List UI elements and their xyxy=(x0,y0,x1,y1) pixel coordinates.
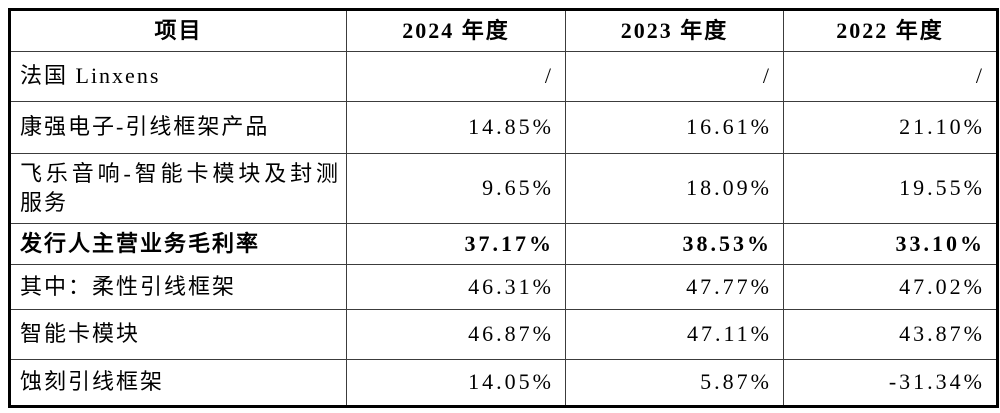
value-2023: 5.87% xyxy=(565,359,784,407)
table-row: 康强电子-引线框架产品 14.85% 16.61% 21.10% xyxy=(9,101,998,154)
row-label: 飞乐音响-智能卡模块及封测服务 xyxy=(9,153,347,224)
value-2024: 9.65% xyxy=(346,153,566,224)
table-row: 蚀刻引线框架 14.05% 5.87% -31.34% xyxy=(9,359,998,407)
value-2024: 37.17% xyxy=(346,223,566,265)
row-label: 智能卡模块 xyxy=(9,309,347,360)
row-label: 蚀刻引线框架 xyxy=(9,359,347,407)
value-2024: 46.31% xyxy=(346,264,566,310)
table-row: 智能卡模块 46.87% 47.11% 43.87% xyxy=(9,309,998,360)
value-2024: / xyxy=(346,51,566,102)
header-row: 项目 2024 年度 2023 年度 2022 年度 xyxy=(9,9,998,52)
value-2022: -31.34% xyxy=(783,359,998,407)
column-header-2024: 2024 年度 xyxy=(346,9,566,52)
value-2024: 14.05% xyxy=(346,359,566,407)
value-2024: 46.87% xyxy=(346,309,566,360)
column-header-2022: 2022 年度 xyxy=(783,9,998,52)
value-2023: 47.11% xyxy=(565,309,784,360)
value-2023: 47.77% xyxy=(565,264,784,310)
table-row: 法国 Linxens / / / xyxy=(9,51,998,102)
table-row: 其中：柔性引线框架 46.31% 47.77% 47.02% xyxy=(9,264,998,310)
column-header-item: 项目 xyxy=(9,9,347,52)
value-2023: 16.61% xyxy=(565,101,784,154)
row-label: 其中：柔性引线框架 xyxy=(9,264,347,310)
row-label: 发行人主营业务毛利率 xyxy=(9,223,347,265)
value-2023: / xyxy=(565,51,784,102)
value-2022: 33.10% xyxy=(783,223,998,265)
value-2022: 19.55% xyxy=(783,153,998,224)
column-header-2023: 2023 年度 xyxy=(565,9,784,52)
value-2024: 14.85% xyxy=(346,101,566,154)
value-2023: 38.53% xyxy=(565,223,784,265)
table-row-total: 发行人主营业务毛利率 37.17% 38.53% 33.10% xyxy=(9,223,998,265)
gross-margin-comparison-table: 项目 2024 年度 2023 年度 2022 年度 法国 Linxens / … xyxy=(8,8,999,408)
row-label: 康强电子-引线框架产品 xyxy=(9,101,347,154)
document-table-container: 项目 2024 年度 2023 年度 2022 年度 法国 Linxens / … xyxy=(8,8,999,408)
value-2022: / xyxy=(783,51,998,102)
row-label: 法国 Linxens xyxy=(9,51,347,102)
table-row: 飞乐音响-智能卡模块及封测服务 9.65% 18.09% 19.55% xyxy=(9,153,998,224)
value-2023: 18.09% xyxy=(565,153,784,224)
value-2022: 47.02% xyxy=(783,264,998,310)
value-2022: 43.87% xyxy=(783,309,998,360)
value-2022: 21.10% xyxy=(783,101,998,154)
